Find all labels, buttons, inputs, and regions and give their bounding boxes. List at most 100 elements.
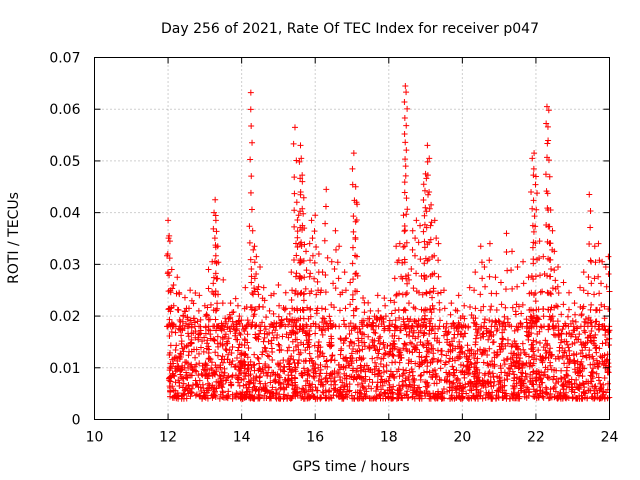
data-point [204, 312, 211, 319]
data-point [544, 272, 551, 279]
data-point [259, 319, 266, 326]
data-point [381, 323, 388, 330]
data-point [253, 253, 260, 260]
data-point [411, 395, 418, 402]
data-point [219, 389, 226, 396]
data-point [262, 388, 269, 395]
data-point [252, 305, 259, 312]
data-point [407, 316, 414, 323]
data-point [343, 334, 350, 341]
data-point [525, 353, 532, 360]
data-point [448, 323, 455, 330]
data-point [476, 380, 483, 387]
data-point [386, 373, 393, 380]
data-point [344, 394, 351, 401]
data-point [346, 342, 353, 349]
data-point [284, 381, 291, 388]
data-point [347, 320, 354, 327]
data-point [378, 315, 385, 322]
data-point [176, 382, 183, 389]
data-point [520, 346, 527, 353]
data-point [590, 355, 597, 362]
data-point [554, 283, 561, 290]
data-point [164, 251, 171, 258]
data-point [266, 353, 273, 360]
data-point [345, 388, 352, 395]
data-point [422, 204, 429, 211]
data-point [431, 330, 438, 337]
data-point [494, 326, 501, 333]
data-point [167, 384, 174, 391]
data-point [470, 350, 477, 357]
data-point [591, 243, 598, 250]
data-point [523, 384, 530, 391]
data-point [288, 353, 295, 360]
data-point [411, 252, 418, 259]
data-point [232, 295, 239, 302]
data-point [176, 289, 183, 296]
data-point [203, 362, 210, 369]
data-point [468, 387, 475, 394]
data-point [314, 387, 321, 394]
data-point [204, 337, 211, 344]
data-point [212, 270, 219, 277]
data-point [196, 330, 203, 337]
data-point [410, 387, 417, 394]
data-point [166, 255, 173, 262]
data-point [413, 391, 420, 398]
y-tick-label: 0.04 [49, 206, 80, 222]
data-point [585, 334, 592, 341]
data-point [500, 335, 507, 342]
data-point [322, 289, 329, 296]
data-point [431, 252, 438, 259]
data-point [261, 344, 268, 351]
data-point [208, 359, 215, 366]
data-point [391, 340, 398, 347]
data-point [422, 393, 429, 400]
data-point [481, 263, 488, 270]
data-point [427, 222, 434, 229]
data-point [213, 228, 220, 235]
data-point [247, 106, 254, 113]
data-point [222, 331, 229, 338]
data-point [542, 347, 549, 354]
data-point [572, 311, 579, 318]
data-point [184, 387, 191, 394]
data-point [508, 343, 515, 350]
data-point [311, 374, 318, 381]
data-point [394, 368, 401, 375]
data-point [564, 355, 571, 362]
data-point [248, 266, 255, 273]
data-point [424, 383, 431, 390]
data-point [350, 150, 357, 157]
data-point [594, 306, 601, 313]
data-point [292, 364, 299, 371]
data-point [486, 369, 493, 376]
data-point [189, 366, 196, 373]
data-point [401, 223, 408, 230]
data-point [428, 201, 435, 208]
data-point [317, 394, 324, 401]
data-point [235, 379, 242, 386]
data-point [495, 317, 502, 324]
data-point [572, 318, 579, 325]
data-point [445, 328, 452, 335]
data-point [310, 369, 317, 376]
data-point [450, 379, 457, 386]
data-point [417, 222, 424, 229]
data-point [527, 317, 534, 324]
data-point [350, 346, 357, 353]
data-point [247, 89, 254, 96]
data-point [221, 369, 228, 376]
data-point [477, 291, 484, 298]
data-point [412, 305, 419, 312]
data-point [493, 352, 500, 359]
data-point [402, 163, 409, 170]
data-point [548, 315, 555, 322]
data-point [336, 323, 343, 330]
data-point [276, 395, 283, 402]
data-point [239, 395, 246, 402]
data-point [403, 239, 410, 246]
data-point [471, 320, 478, 327]
data-point [238, 317, 245, 324]
